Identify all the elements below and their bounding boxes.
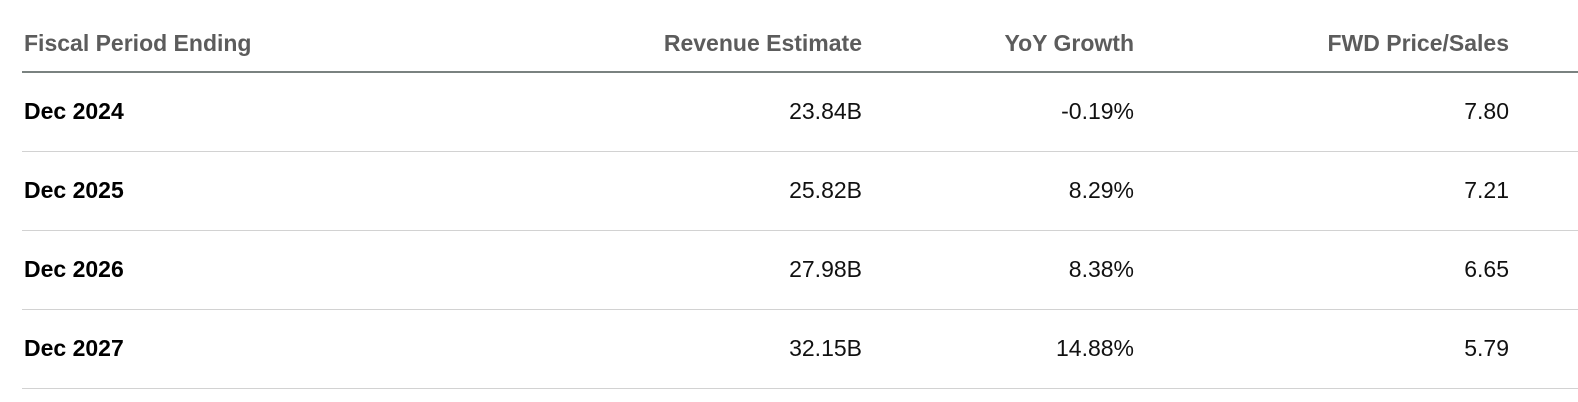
cell-spacer [1509,151,1578,231]
cell-fwd-price-sales: 5.79 [1134,309,1509,389]
header-spacer [1509,0,1578,73]
revenue-estimates-table-container: Fiscal Period Ending Revenue Estimate Yo… [22,0,1578,389]
cell-yoy-growth: -0.19% [862,72,1134,152]
cell-fiscal-period: Dec 2024 [22,72,482,152]
header-row: Fiscal Period Ending Revenue Estimate Yo… [22,0,1578,73]
revenue-estimates-table: Fiscal Period Ending Revenue Estimate Yo… [22,0,1578,389]
cell-revenue-estimate: 32.15B [482,309,862,389]
cell-revenue-estimate: 23.84B [482,72,862,152]
cell-fwd-price-sales: 7.21 [1134,151,1509,231]
table-row: Dec 2025 25.82B 8.29% 7.21 [22,151,1578,231]
cell-spacer [1509,230,1578,310]
cell-revenue-estimate: 25.82B [482,151,862,231]
table-row: Dec 2026 27.98B 8.38% 6.65 [22,230,1578,310]
cell-fwd-price-sales: 7.80 [1134,72,1509,152]
cell-fiscal-period: Dec 2027 [22,309,482,389]
cell-fiscal-period: Dec 2026 [22,230,482,310]
cell-yoy-growth: 14.88% [862,309,1134,389]
table-body: Dec 2024 23.84B -0.19% 7.80 Dec 2025 25.… [22,72,1578,389]
header-fiscal-period[interactable]: Fiscal Period Ending [22,0,482,73]
header-yoy-growth[interactable]: YoY Growth [862,0,1134,73]
cell-yoy-growth: 8.38% [862,230,1134,310]
cell-fiscal-period: Dec 2025 [22,151,482,231]
table-header: Fiscal Period Ending Revenue Estimate Yo… [22,0,1578,73]
header-revenue-estimate[interactable]: Revenue Estimate [482,0,862,73]
cell-spacer [1509,72,1578,152]
cell-revenue-estimate: 27.98B [482,230,862,310]
cell-spacer [1509,309,1578,389]
header-fwd-price-sales[interactable]: FWD Price/Sales [1134,0,1509,73]
cell-yoy-growth: 8.29% [862,151,1134,231]
table-row: Dec 2027 32.15B 14.88% 5.79 [22,309,1578,389]
cell-fwd-price-sales: 6.65 [1134,230,1509,310]
table-row: Dec 2024 23.84B -0.19% 7.80 [22,72,1578,152]
